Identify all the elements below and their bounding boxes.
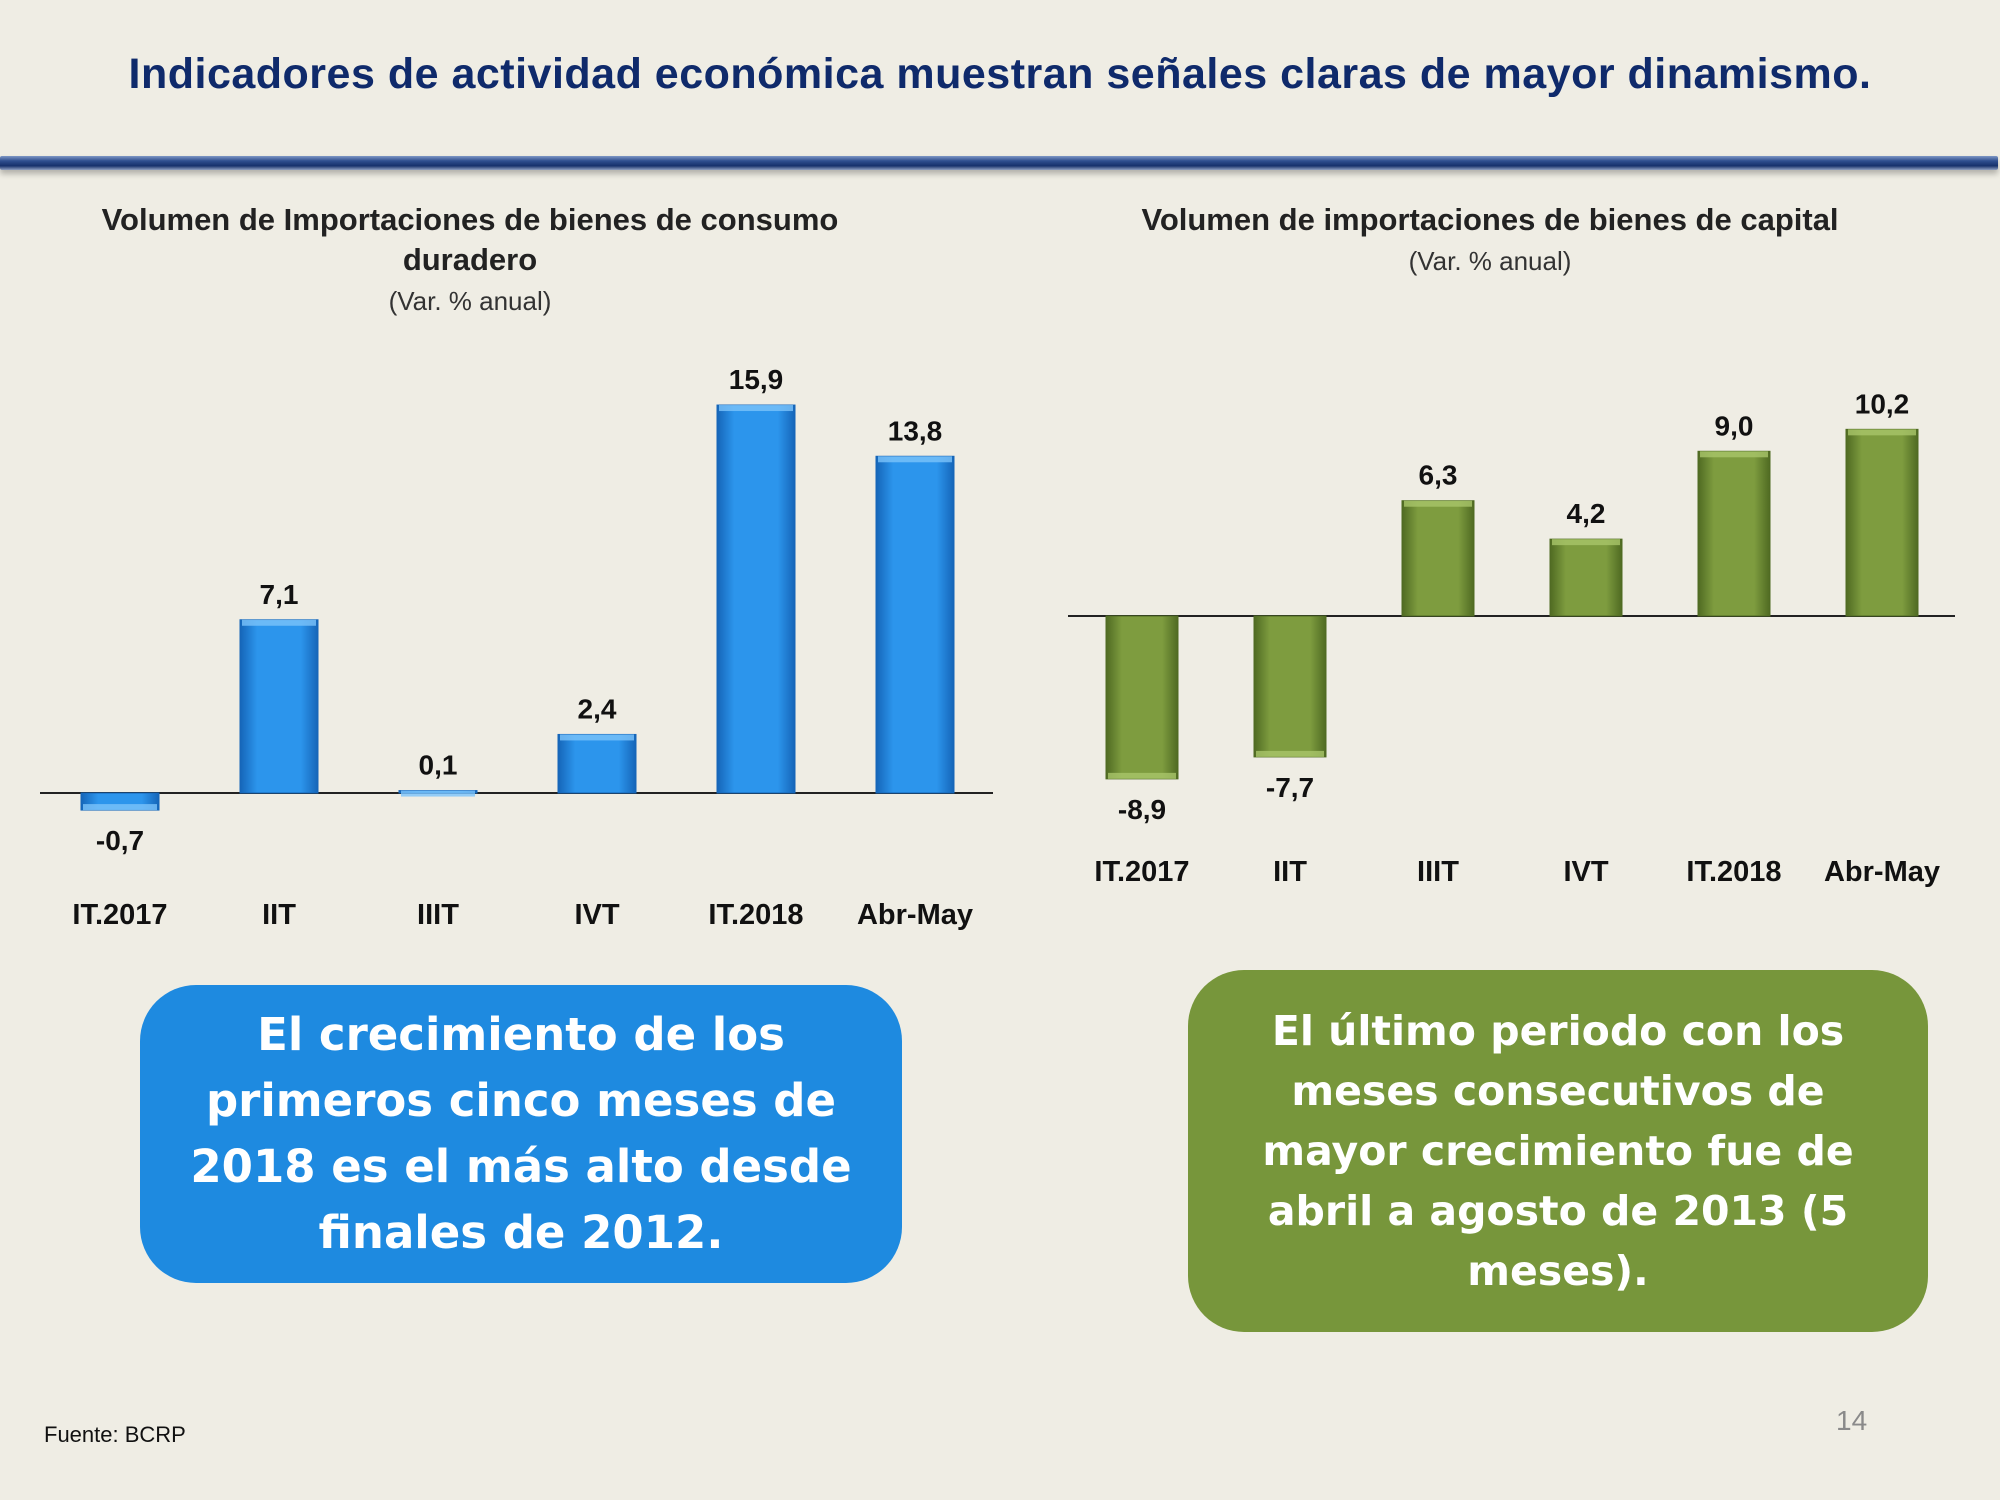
chart2-bar-cap-4	[1700, 451, 1768, 458]
chart2-bar-3	[1549, 538, 1623, 617]
chart1-category-label-4: IT.2018	[708, 899, 803, 931]
chart1-bar-cap-2	[401, 790, 475, 797]
chart2-bar-cap-0	[1108, 772, 1176, 779]
callout-left: El crecimiento de los primeros cinco mes…	[140, 985, 902, 1283]
chart2-bar-1	[1253, 615, 1327, 758]
chart1-bar-cap-0	[83, 804, 157, 811]
chart2-data-label-4: 9,0	[1715, 410, 1754, 441]
chart1-bar-cap-4	[719, 405, 793, 412]
chart1-subtitle: (Var. % anual)	[388, 286, 552, 316]
chart2-bar-5	[1845, 428, 1919, 617]
chart2-bar-2	[1401, 500, 1475, 617]
chart1-bar-1	[239, 619, 319, 794]
chart1-data-label-3: 2,4	[578, 693, 617, 724]
slide-title: Indicadores de actividad económica muest…	[128, 50, 1872, 98]
chart2-category-label-2: IIIT	[1417, 856, 1459, 888]
source-note: Fuente: BCRP	[44, 1422, 186, 1447]
chart1-data-label-2: 0,1	[419, 750, 458, 781]
chart1-bar-cap-3	[560, 734, 634, 741]
chart1-bar-cap-1	[242, 619, 316, 626]
chart2-data-label-3: 4,2	[1567, 498, 1606, 529]
chart1-category-label-1: IIT	[262, 899, 296, 931]
chart1-plot: -0,7 IT.2017 7,1 IIT 0,1 IIIT 2,4 IVT 15,9 IT.201…	[40, 364, 993, 931]
page-number: 14	[1836, 1405, 1868, 1436]
callout-right: El último periodo con los meses consecut…	[1188, 970, 1928, 1332]
chart1-category-label-3: IVT	[574, 899, 619, 931]
chart1-bar-cap-5	[878, 456, 952, 463]
chart2-data-label-1: -7,7	[1266, 772, 1314, 803]
chart1-bar-4	[716, 404, 796, 794]
chart1-data-label-4: 15,9	[729, 364, 784, 395]
chart1-data-label-5: 13,8	[888, 415, 943, 446]
chart2-data-label-0: -8,9	[1118, 794, 1166, 825]
title-divider	[0, 156, 1998, 170]
chart1-bar-5	[875, 455, 955, 794]
chart2-category-label-4: IT.2018	[1686, 856, 1781, 888]
chart2-data-label-5: 10,2	[1855, 388, 1910, 419]
chart1-category-label-0: IT.2017	[72, 899, 167, 931]
chart1-category-label-5: Abr-May	[857, 899, 973, 931]
chart1-bar-3	[557, 733, 637, 794]
chart1-data-label-0: -0,7	[96, 825, 144, 856]
chart2-category-label-3: IVT	[1563, 856, 1608, 888]
chart2-subtitle: (Var. % anual)	[1408, 246, 1572, 276]
chart1-data-label-1: 7,1	[260, 579, 299, 610]
chart2-bar-4	[1697, 450, 1771, 617]
chart2-category-label-5: Abr-May	[1824, 856, 1940, 888]
chart1-category-label-2: IIIT	[417, 899, 459, 931]
chart2-bar-cap-1	[1256, 750, 1324, 757]
chart1-title: Volumen de Importaciones de bienes de co…	[101, 202, 839, 277]
chart2-data-label-2: 6,3	[1419, 460, 1458, 491]
chart2-bar-cap-2	[1404, 500, 1472, 507]
chart2-category-label-0: IT.2017	[1094, 856, 1189, 888]
chart2-bar-cap-5	[1848, 429, 1916, 436]
chart2-category-label-1: IIT	[1273, 856, 1307, 888]
chart2-bar-cap-3	[1552, 539, 1620, 546]
chart2-plot: -8,9 IT.2017 -7,7 IIT 6,3 IIIT 4,2 IVT 9,0 IT.201…	[1068, 388, 1955, 888]
chart2-bar-0	[1105, 615, 1179, 780]
chart2-title: Volumen de importaciones de bienes de ca…	[1141, 202, 1839, 237]
